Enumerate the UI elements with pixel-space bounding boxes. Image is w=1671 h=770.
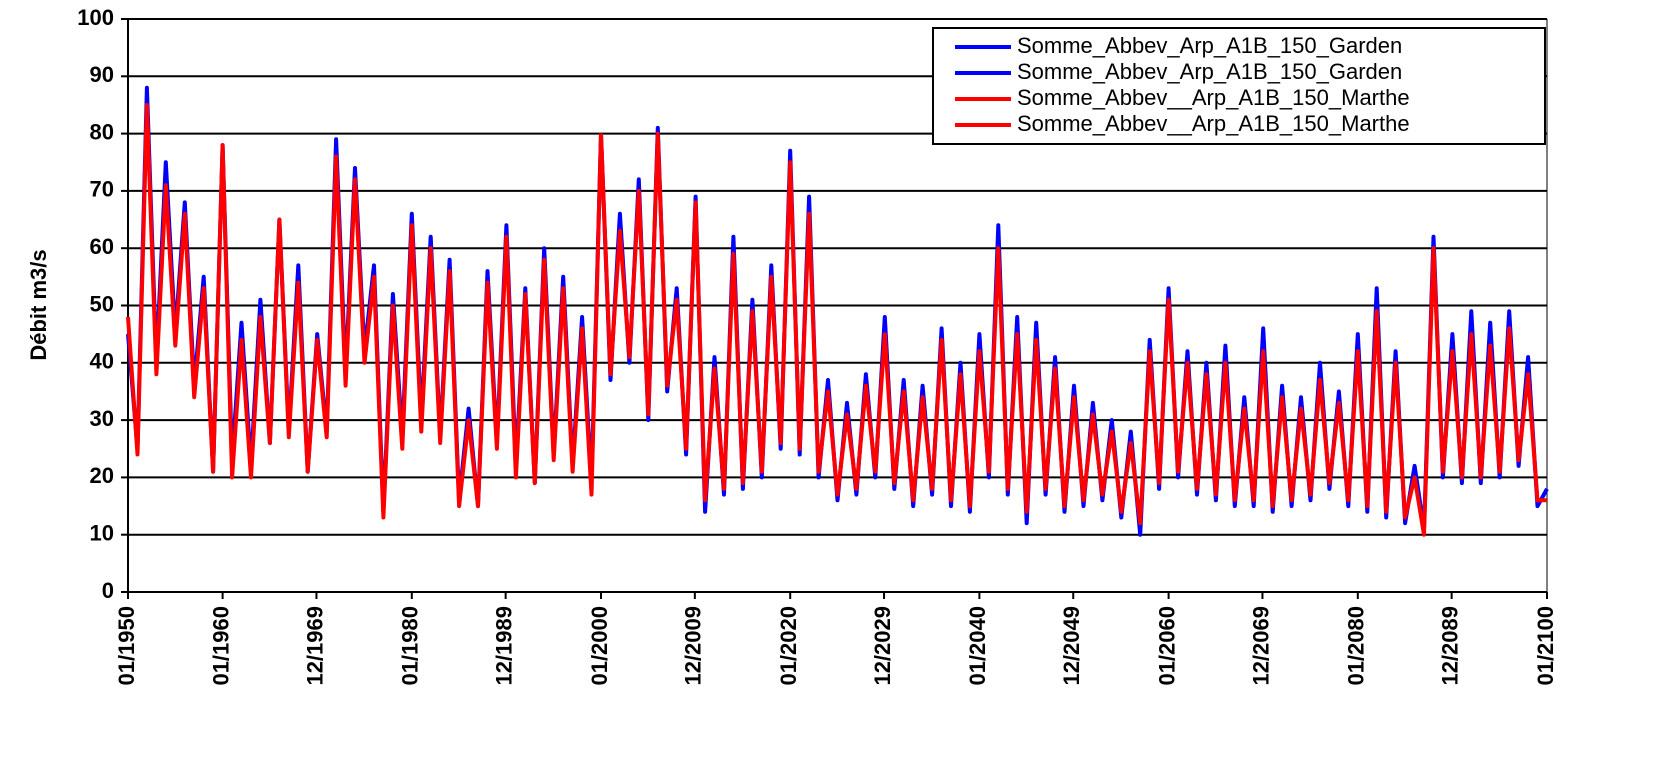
y-tick-label: 90: [90, 62, 114, 87]
x-tick-label: 12/2089: [1437, 606, 1462, 686]
x-tick-label: 01/2000: [587, 606, 612, 686]
y-tick-label: 80: [90, 119, 114, 144]
y-tick-label: 70: [90, 177, 114, 202]
x-tick-label: 01/2100: [1533, 606, 1558, 686]
x-tick-label: 12/1989: [491, 606, 516, 686]
y-tick-label: 60: [90, 234, 114, 259]
x-tick-label: 01/2020: [776, 606, 801, 686]
y-axis-label: Débit m3/s: [26, 249, 51, 360]
series-line: [126, 102, 603, 520]
x-tick-label: 01/1960: [208, 606, 233, 686]
x-tick-label: 12/2029: [870, 606, 895, 686]
legend-box: [932, 27, 1546, 145]
y-tick-label: 0: [102, 578, 114, 603]
legend-label: Somme_Abbev__Arp_A1B_150_Marthe: [1017, 85, 1410, 110]
legend: Somme_Abbev_Arp_A1B_150_GardenSomme_Abbe…: [932, 27, 1546, 145]
y-tick-label: 30: [90, 406, 114, 431]
x-tick-label: 01/1950: [114, 606, 139, 686]
x-tick-label: 12/2069: [1248, 606, 1273, 686]
y-tick-label: 10: [90, 521, 114, 546]
y-tick-label: 40: [90, 349, 114, 374]
y-tick-label: 20: [90, 463, 114, 488]
legend-label: Somme_Abbev_Arp_A1B_150_Garden: [1017, 59, 1402, 84]
series-line: [126, 85, 603, 514]
y-tick-label: 100: [77, 5, 114, 30]
x-tick-label: 12/2049: [1059, 606, 1084, 686]
x-tick-label: 01/2060: [1154, 606, 1179, 686]
x-tick-label: 01/2040: [965, 606, 990, 686]
x-tick-label: 01/2080: [1344, 606, 1369, 686]
legend-label: Somme_Abbev_Arp_A1B_150_Garden: [1017, 33, 1402, 58]
x-tick-label: 12/1969: [302, 606, 327, 686]
series-line: [599, 131, 1547, 537]
y-tick-label: 50: [90, 291, 114, 316]
x-tick-label: 01/1980: [398, 606, 423, 686]
legend-label: Somme_Abbev__Arp_A1B_150_Marthe: [1017, 111, 1410, 136]
x-tick-label: 12/2009: [681, 606, 706, 686]
